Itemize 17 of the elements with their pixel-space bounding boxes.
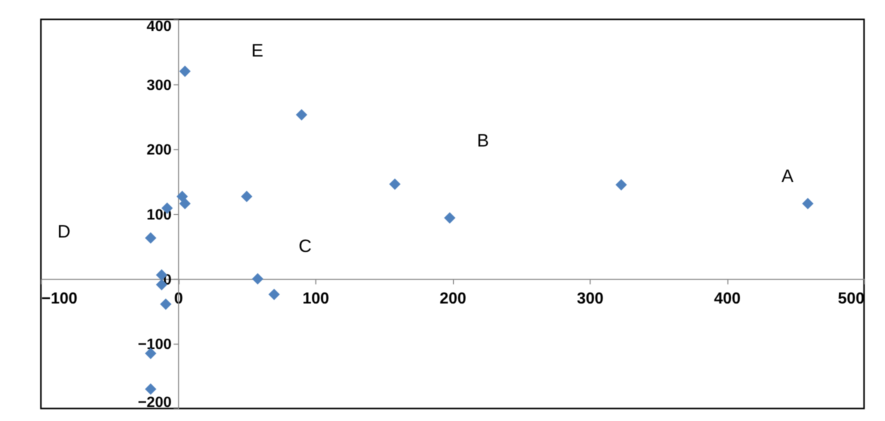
x-tick-label: 300 [576,290,604,308]
y-tick-label: 200 [146,142,172,159]
x-tick-label: −100 [41,290,78,308]
annotation: B [476,130,489,151]
y-tick-label: 300 [146,76,172,94]
x-tick-label: 200 [440,290,466,308]
y-tick-label: −100 [138,336,172,354]
annotation: E [251,40,264,61]
x-tick-label: 500 [838,290,865,308]
annotation: D [57,222,70,242]
annotation: A [782,166,794,186]
x-tick-label: 400 [714,290,741,308]
x-tick-label: 100 [302,290,330,308]
x-tick-label: 0 [174,290,184,308]
y-tick-label: −200 [138,394,172,412]
y-tick-label: 400 [146,18,172,35]
annotation: C [298,236,312,256]
